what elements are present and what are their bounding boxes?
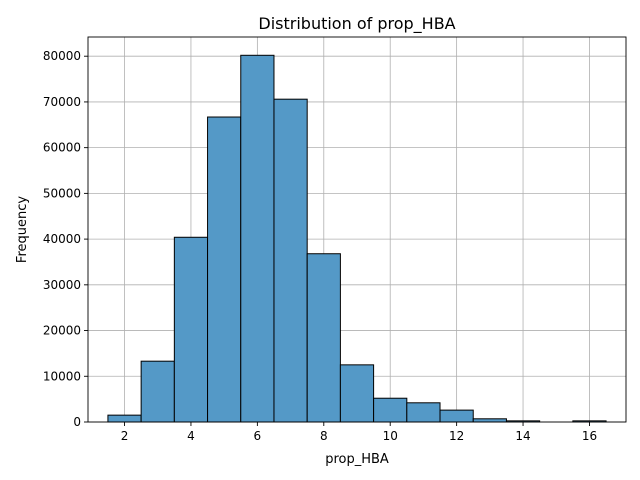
histogram-bar: [207, 116, 242, 423]
x-tick-label: 10: [383, 429, 398, 443]
x-tick-label: 12: [449, 429, 464, 443]
y-axis-label: Frequency: [15, 196, 30, 263]
y-tick-label: 20000: [43, 324, 81, 338]
y-tick-label: 0: [73, 415, 81, 429]
plot-frame: [87, 36, 627, 423]
x-tick-label: 2: [121, 429, 129, 443]
x-tick-label: 8: [320, 429, 328, 443]
histogram-bar: [406, 402, 441, 423]
y-tick-label: 50000: [43, 186, 81, 200]
chart-title: Distribution of prop_HBA: [258, 14, 455, 34]
y-tick-label: 80000: [43, 49, 81, 63]
x-tick-label: 6: [254, 429, 262, 443]
y-tick-label: 70000: [43, 95, 81, 109]
histogram-bar: [173, 236, 209, 423]
histogram-bar: [140, 360, 175, 423]
y-tick-label: 40000: [43, 232, 81, 246]
histogram-bar: [306, 253, 341, 423]
histogram-bar: [273, 98, 308, 423]
histogram-bar: [439, 409, 474, 423]
histogram-bars: [107, 54, 607, 423]
histogram-bar: [107, 414, 142, 423]
y-tick-label: 10000: [43, 369, 81, 383]
histogram-bar: [373, 397, 408, 423]
y-tick-label: 60000: [43, 141, 81, 155]
axis-ticks: 2 4 6 8 10 12 14 16 0 10000 20000 30000 40000 50000 60…: [43, 49, 597, 443]
x-tick-label: 16: [582, 429, 597, 443]
histogram-bar: [240, 54, 275, 423]
x-tick-label: 14: [515, 429, 530, 443]
histogram-bar: [472, 418, 507, 423]
x-axis-label: prop_HBA: [325, 452, 389, 467]
y-tick-label: 30000: [43, 278, 81, 292]
x-tick-label: 4: [187, 429, 195, 443]
histogram-bar: [339, 364, 375, 423]
